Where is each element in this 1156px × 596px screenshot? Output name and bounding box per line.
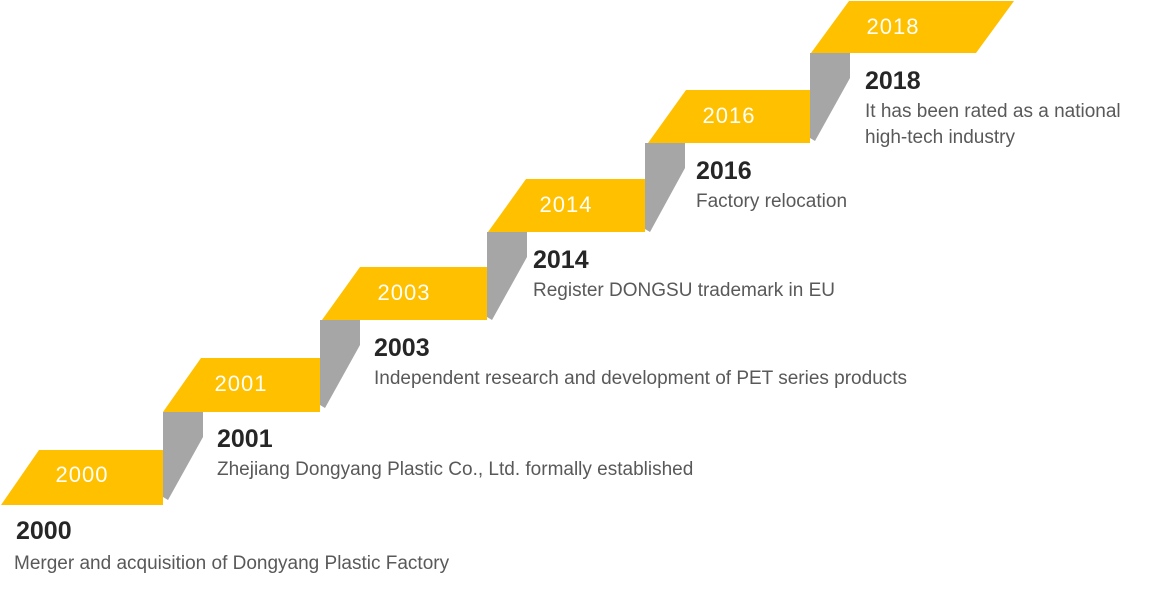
step-description: It has been rated as a national high-tec… bbox=[865, 101, 1121, 148]
year-heading: 2018 bbox=[865, 67, 921, 95]
step-description: Register DONGSU trademark in EU bbox=[533, 280, 835, 301]
bar-year-label: 2000 bbox=[55, 462, 109, 487]
step-bar-2014 bbox=[488, 179, 645, 232]
connector-2014-2016 bbox=[645, 143, 685, 232]
step-description: Zhejiang Dongyang Plastic Co., Ltd. form… bbox=[217, 459, 694, 480]
year-heading: 2003 bbox=[374, 334, 430, 362]
bar-year-label: 2003 bbox=[377, 280, 431, 305]
step-bar-2018 bbox=[811, 1, 1014, 53]
step-bar-2016 bbox=[648, 90, 810, 143]
year-heading: 2014 bbox=[533, 246, 589, 274]
step-bar-2003 bbox=[322, 267, 487, 320]
step-description: Factory relocation bbox=[696, 191, 848, 212]
connector-2016-2018 bbox=[810, 53, 850, 141]
step-bar-2000 bbox=[1, 450, 163, 505]
bar-year-label: 2014 bbox=[539, 192, 593, 217]
connector-2001-2003 bbox=[320, 320, 360, 408]
step-description: Merger and acquisition of Dongyang Plast… bbox=[14, 553, 450, 574]
bar-year-label: 2001 bbox=[214, 371, 268, 396]
year-heading: 2016 bbox=[696, 157, 752, 185]
year-heading: 2000 bbox=[16, 517, 72, 545]
bar-year-label: 2016 bbox=[702, 103, 756, 128]
year-heading: 2001 bbox=[217, 425, 273, 453]
connector-2000-2001 bbox=[163, 412, 203, 500]
connector-2003-2014 bbox=[487, 232, 527, 320]
bar-year-label: 2018 bbox=[866, 14, 920, 39]
step-bar-2001 bbox=[163, 358, 320, 412]
step-description: Independent research and development of … bbox=[374, 368, 908, 389]
